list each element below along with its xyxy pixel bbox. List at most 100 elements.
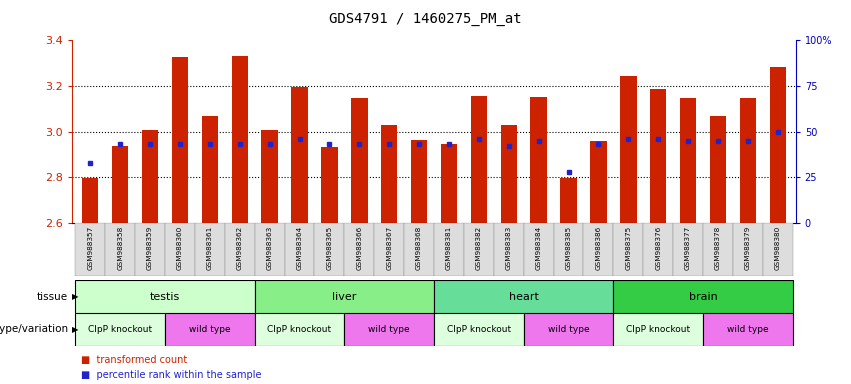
Text: testis: testis (150, 291, 180, 302)
Bar (291, 87, 308, 223)
FancyBboxPatch shape (494, 223, 523, 276)
Bar (769, 66, 786, 223)
Bar (82, 178, 99, 223)
Bar (441, 144, 457, 223)
FancyBboxPatch shape (643, 223, 673, 276)
Text: liver: liver (332, 291, 357, 302)
Text: wild type: wild type (548, 325, 590, 334)
Text: GSM988379: GSM988379 (745, 225, 751, 270)
FancyBboxPatch shape (135, 223, 165, 276)
FancyBboxPatch shape (284, 223, 315, 276)
Bar (261, 131, 277, 223)
Text: ■  percentile rank within the sample: ■ percentile rank within the sample (81, 370, 261, 380)
Text: GSM988385: GSM988385 (566, 225, 572, 270)
FancyBboxPatch shape (76, 223, 106, 276)
Bar (740, 98, 756, 223)
Bar (321, 147, 338, 223)
Text: GSM988375: GSM988375 (625, 225, 631, 270)
Text: GSM988382: GSM988382 (476, 225, 482, 270)
Text: brain: brain (688, 291, 717, 302)
Text: ClpP knockout: ClpP knockout (89, 325, 152, 334)
Bar (381, 125, 397, 223)
FancyBboxPatch shape (553, 223, 584, 276)
Text: GDS4791 / 1460275_PM_at: GDS4791 / 1460275_PM_at (329, 12, 522, 25)
FancyBboxPatch shape (614, 313, 703, 346)
Text: genotype/variation: genotype/variation (0, 324, 68, 334)
Text: GSM988384: GSM988384 (535, 225, 541, 270)
Bar (351, 98, 368, 223)
FancyBboxPatch shape (673, 223, 703, 276)
Bar (560, 178, 577, 223)
Text: GSM988367: GSM988367 (386, 225, 392, 270)
Bar (172, 58, 188, 223)
Bar (530, 97, 547, 223)
Text: GSM988386: GSM988386 (596, 225, 602, 270)
Text: GSM988358: GSM988358 (117, 225, 123, 270)
Text: GSM988376: GSM988376 (655, 225, 661, 270)
Text: ■  transformed count: ■ transformed count (81, 355, 187, 365)
Text: GSM988378: GSM988378 (715, 225, 721, 270)
FancyBboxPatch shape (703, 313, 792, 346)
Text: heart: heart (509, 291, 539, 302)
Text: ClpP knockout: ClpP knockout (626, 325, 690, 334)
Text: ▶: ▶ (71, 325, 78, 334)
FancyBboxPatch shape (106, 223, 135, 276)
Text: GSM988361: GSM988361 (207, 225, 213, 270)
Text: GSM988363: GSM988363 (266, 225, 272, 270)
FancyBboxPatch shape (434, 280, 614, 313)
FancyBboxPatch shape (225, 223, 254, 276)
FancyBboxPatch shape (703, 223, 733, 276)
FancyBboxPatch shape (464, 223, 494, 276)
FancyBboxPatch shape (165, 223, 195, 276)
FancyBboxPatch shape (614, 223, 643, 276)
Bar (591, 141, 607, 223)
FancyBboxPatch shape (584, 223, 614, 276)
FancyBboxPatch shape (315, 223, 345, 276)
Text: GSM988365: GSM988365 (327, 225, 333, 270)
FancyBboxPatch shape (762, 223, 792, 276)
Text: GSM988380: GSM988380 (774, 225, 780, 270)
Text: wild type: wild type (368, 325, 410, 334)
Text: GSM988377: GSM988377 (685, 225, 691, 270)
Bar (112, 146, 129, 223)
Bar (500, 125, 517, 223)
Bar (142, 131, 158, 223)
Text: GSM988364: GSM988364 (296, 225, 302, 270)
Bar (411, 139, 427, 223)
FancyBboxPatch shape (523, 313, 614, 346)
FancyBboxPatch shape (345, 313, 434, 346)
Text: wild type: wild type (727, 325, 768, 334)
Bar (680, 98, 696, 223)
Bar (231, 56, 248, 223)
Bar (471, 96, 487, 223)
Text: tissue: tissue (37, 291, 68, 302)
Bar (620, 76, 637, 223)
FancyBboxPatch shape (374, 223, 404, 276)
Text: GSM988383: GSM988383 (505, 225, 511, 270)
FancyBboxPatch shape (76, 280, 254, 313)
Text: GSM988359: GSM988359 (147, 225, 153, 270)
FancyBboxPatch shape (76, 313, 165, 346)
FancyBboxPatch shape (434, 223, 464, 276)
FancyBboxPatch shape (254, 313, 345, 346)
Text: GSM988362: GSM988362 (237, 225, 243, 270)
Text: ▶: ▶ (71, 292, 78, 301)
Text: GSM988360: GSM988360 (177, 225, 183, 270)
Text: ClpP knockout: ClpP knockout (447, 325, 511, 334)
Text: GSM988366: GSM988366 (357, 225, 363, 270)
FancyBboxPatch shape (345, 223, 374, 276)
FancyBboxPatch shape (434, 313, 523, 346)
FancyBboxPatch shape (404, 223, 434, 276)
FancyBboxPatch shape (254, 280, 434, 313)
Bar (202, 116, 218, 223)
FancyBboxPatch shape (614, 280, 792, 313)
Text: ClpP knockout: ClpP knockout (267, 325, 332, 334)
Text: GSM988357: GSM988357 (88, 225, 94, 270)
FancyBboxPatch shape (523, 223, 553, 276)
FancyBboxPatch shape (195, 223, 225, 276)
FancyBboxPatch shape (165, 313, 254, 346)
Bar (650, 89, 666, 223)
Text: GSM988368: GSM988368 (416, 225, 422, 270)
FancyBboxPatch shape (254, 223, 284, 276)
Bar (710, 116, 726, 223)
